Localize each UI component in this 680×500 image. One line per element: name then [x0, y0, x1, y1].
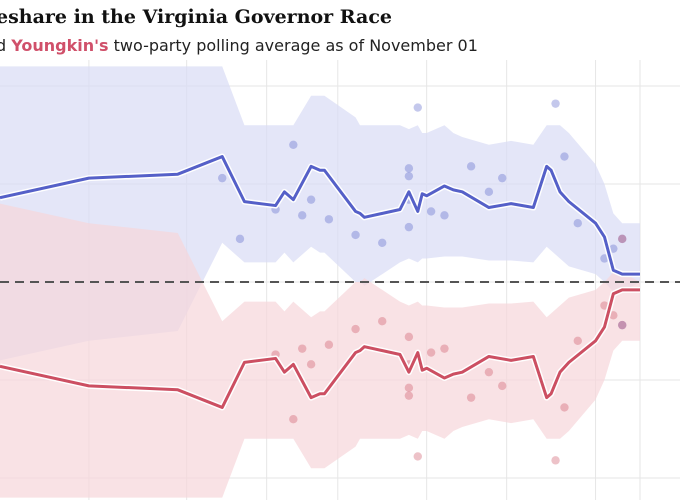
subtitle-suffix: two-party polling average as of November… — [108, 36, 478, 55]
poll-dot-republican-4 — [324, 340, 334, 349]
subtitle-youngkin: Youngkin's — [11, 36, 109, 55]
chart-title: eshare in the Virginia Governor Race — [0, 6, 393, 28]
poll-dot-democrat-3 — [289, 140, 298, 149]
poll-dot-republican-12 — [426, 348, 436, 357]
poll-dot-democrat-11 — [404, 164, 414, 173]
poll-dot-republican-8 — [404, 383, 414, 393]
poll-dot-republican-6 — [378, 317, 387, 326]
poll-dot-republican-23 — [618, 234, 627, 244]
poll-dot-democrat-4 — [298, 211, 307, 220]
poll-dot-democrat-7 — [351, 230, 360, 240]
poll-dot-democrat-12 — [404, 222, 414, 232]
poll-dot-democrat-8 — [378, 238, 387, 247]
poll-dot-republican-16 — [498, 381, 507, 391]
poll-dot-democrat-15 — [440, 211, 449, 220]
poll-dot-republican-15 — [484, 367, 494, 377]
poll-dot-democrat-13 — [413, 103, 422, 112]
poll-dot-democrat-20 — [560, 152, 569, 161]
poll-dot-democrat-16 — [466, 162, 476, 171]
poll-dot-republican-9 — [404, 391, 414, 400]
poll-dot-republican-2 — [298, 344, 307, 353]
poll-dot-democrat-21 — [573, 219, 582, 228]
chart-subtitle: d Youngkin's two-party polling average a… — [0, 36, 478, 55]
subtitle-prefix: d — [0, 36, 7, 55]
poll-dot-republican-10 — [404, 332, 414, 342]
poll-dot-democrat-17 — [484, 187, 494, 197]
average-line-mcauliffe — [0, 155, 640, 276]
poll-dot-democrat-10 — [404, 171, 414, 181]
uncertainty-band-youngkin — [0, 203, 640, 498]
poll-dot-democrat-1 — [235, 234, 245, 244]
poll-dot-democrat-6 — [324, 215, 334, 224]
poll-dot-democrat-24 — [618, 234, 627, 244]
poll-dot-republican-1 — [289, 415, 298, 424]
poll-dot-democrat-0 — [218, 173, 227, 183]
poll-dot-republican-18 — [560, 403, 569, 412]
poll-dot-republican-14 — [466, 393, 476, 402]
poll-dot-republican-11 — [413, 452, 422, 461]
poll-dot-democrat-25 — [618, 320, 627, 330]
poll-dot-democrat-19 — [551, 99, 560, 108]
poll-dot-republican-13 — [440, 344, 449, 353]
poll-dot-republican-17 — [551, 456, 560, 465]
poll-dot-democrat-14 — [426, 207, 436, 216]
poll-dot-republican-5 — [351, 324, 360, 334]
poll-dot-republican-22 — [618, 320, 627, 330]
poll-dot-republican-19 — [573, 336, 582, 345]
poll-dot-democrat-18 — [498, 173, 507, 183]
poll-dot-republican-3 — [306, 360, 316, 369]
average-line-youngkin — [0, 288, 640, 409]
poll-dot-democrat-5 — [306, 195, 316, 204]
